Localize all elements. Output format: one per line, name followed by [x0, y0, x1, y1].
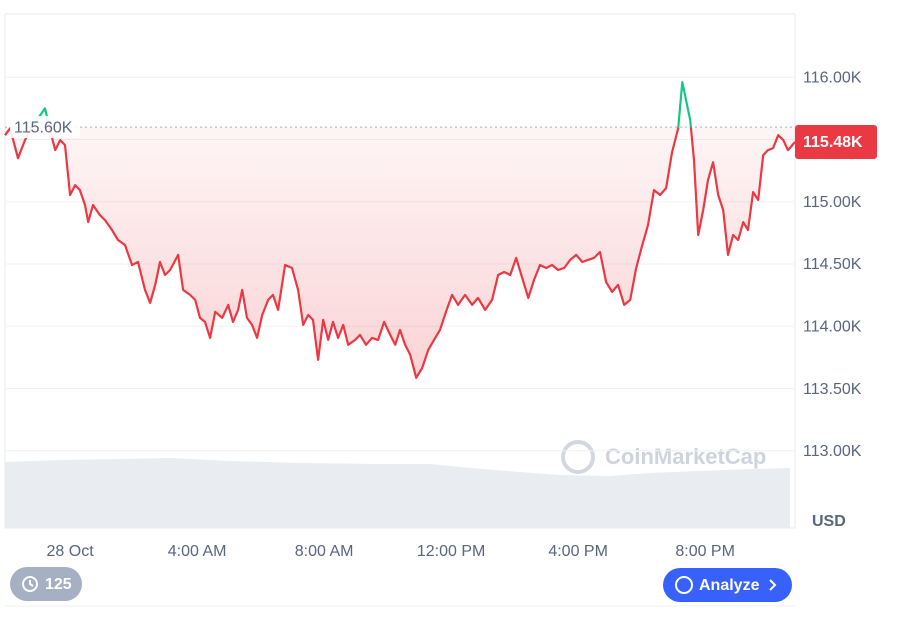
y-tick-label: 113.00K — [803, 443, 862, 460]
history-icon — [22, 576, 38, 592]
current-price-badge — [795, 125, 877, 160]
history-button[interactable]: 125 — [10, 567, 82, 601]
y-tick-label: 113.50K — [803, 381, 862, 398]
price-line — [4, 127, 796, 379]
x-tick-label: 12:00 PM — [417, 543, 485, 560]
analyze-button[interactable]: Analyze — [663, 568, 792, 602]
x-tick-label: 8:00 AM — [295, 543, 354, 560]
y-tick-label: 114.50K — [803, 256, 862, 273]
x-tick-label: 4:00 PM — [548, 543, 608, 560]
x-tick-label: 28 Oct — [47, 543, 95, 560]
analyze-label[interactable]: Analyze — [699, 577, 760, 594]
y-unit: USD — [812, 513, 846, 530]
analyze-pill[interactable] — [663, 568, 792, 602]
history-count[interactable]: 125 — [45, 576, 72, 593]
x-tick-label: 4:00 AM — [168, 543, 227, 560]
y-tick-label: 114.00K — [803, 319, 862, 336]
plot: 113.00K113.50K114.00K114.50K115.00K115.5… — [4, 69, 877, 560]
analyze-icon — [675, 576, 693, 594]
x-tick-label: 8:00 PM — [675, 543, 735, 560]
watermark-text: CoinMarketCap — [605, 444, 766, 469]
current-price-label: 115.48K — [803, 134, 863, 151]
watermark: CoinMarketCap — [561, 440, 766, 474]
y-tick-label: 116.00K — [803, 69, 862, 86]
y-tick-label: 115.00K — [803, 194, 862, 211]
reference-label: 115.60K — [14, 119, 73, 136]
watermark-icon — [561, 440, 595, 474]
volume-area — [5, 458, 790, 528]
history-pill[interactable] — [10, 567, 82, 601]
history-icon-hands — [29, 580, 34, 587]
area-fill — [5, 127, 795, 378]
reference-label-bg — [10, 116, 80, 139]
analyze-chevron — [769, 579, 777, 591]
price-line-above-open — [30, 81, 692, 128]
